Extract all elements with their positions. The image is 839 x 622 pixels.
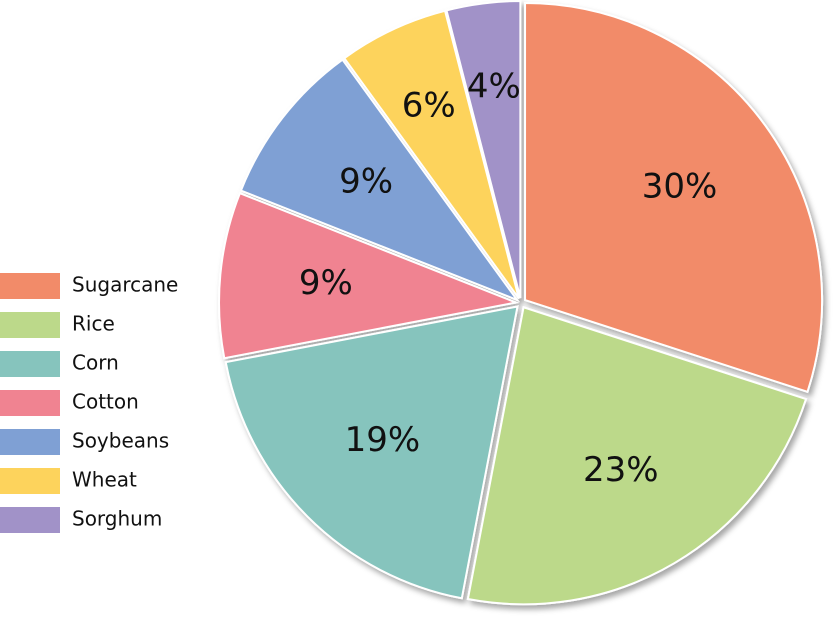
slice-label: 23%: [583, 450, 659, 490]
legend-swatch: [0, 507, 60, 533]
pie-slice: [224, 305, 519, 600]
legend-label: Corn: [72, 351, 119, 375]
pie-slice: [239, 58, 520, 303]
pie-slice: [466, 306, 808, 606]
pie-slice: [218, 191, 520, 360]
legend-label: Soybeans: [72, 429, 169, 453]
legend-swatch: [0, 312, 60, 338]
slice-label: 4%: [467, 66, 521, 106]
slice-labels: 30%23%19%9%9%6% 4%: [299, 66, 717, 490]
slice-label: 19%: [345, 420, 421, 460]
legend-swatch: [0, 429, 60, 455]
pie-slice: [524, 2, 823, 394]
pie-slice: [445, 0, 522, 299]
legend-label: Wheat: [72, 468, 137, 492]
slice-label: 6%: [402, 85, 456, 125]
legend-label: Cotton: [72, 390, 139, 414]
legend-swatch: [0, 273, 60, 299]
legend-label: Sorghum: [72, 507, 162, 531]
slice-label: 9%: [299, 263, 353, 303]
legend-label: Rice: [72, 312, 115, 336]
legend-label: Sugarcane: [72, 273, 178, 297]
legend: Sugarcane Rice Corn Cotton Soybeans Wheat Sorg…: [0, 273, 178, 533]
legend-swatch: [0, 390, 60, 416]
legend-swatch: [0, 468, 60, 494]
slice-label: 30%: [642, 166, 718, 206]
slice-label: 9%: [339, 161, 393, 201]
pie: [218, 0, 823, 606]
pie-slice: [342, 9, 520, 300]
legend-swatch: [0, 351, 60, 377]
